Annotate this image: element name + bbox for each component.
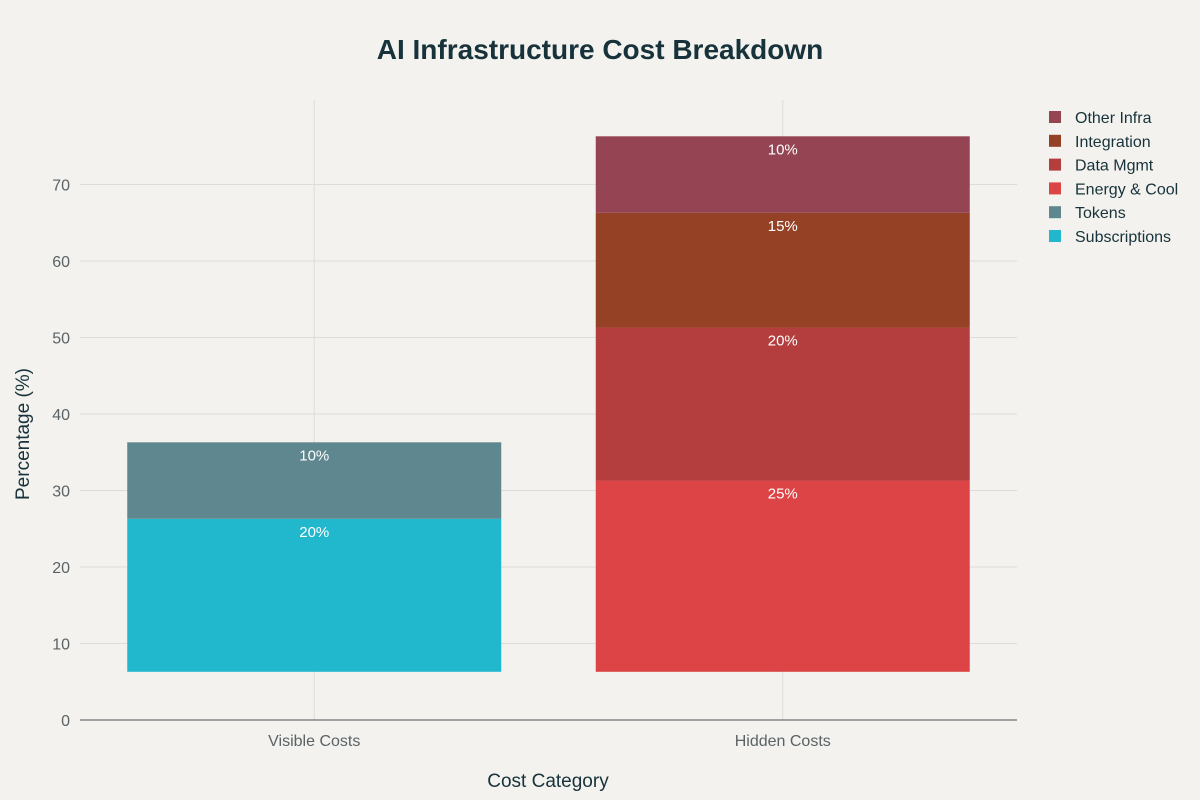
legend-item-label: Other Infra [1075,110,1152,127]
axes: 0 10 20 30 40 50 60 70 Visible Costs Hidden Costs [52,178,1017,750]
legend-swatch [1049,158,1061,171]
legend-item-label: Energy & Cool [1075,181,1178,198]
bar-data-label: 25% [768,486,798,503]
y-tick-label: 10 [52,637,70,654]
bar-data-label: 10% [299,447,329,464]
x-tick-label: Hidden Costs [735,733,831,750]
bar-segment [595,480,970,672]
bar-segment [595,212,970,328]
bar-data-label: 15% [768,218,798,235]
legend-swatch [1049,111,1061,123]
y-tick-label: 60 [52,254,70,271]
legend: Other Infra Integration Data Mgmt Energy & … [1049,110,1178,246]
legend-swatch [1049,182,1061,195]
bar-data-label: 20% [299,524,329,541]
legend-swatch [1049,134,1061,147]
x-axis-title: Cost Category [487,771,609,792]
bar-data-label: 10% [768,141,798,158]
bar-segment [127,518,502,672]
y-tick-label: 70 [52,178,70,195]
y-tick-label: 0 [61,713,70,730]
bar-data-label: 20% [768,333,798,350]
x-tick-label: Visible Costs [268,733,360,750]
chart-title: AI Infrastructure Cost Breakdown [377,34,824,65]
legend-item-label: Data Mgmt [1075,158,1154,175]
legend-item-label: Subscriptions [1075,229,1171,246]
y-tick-label: 30 [52,484,70,501]
y-tick-label: 50 [52,331,70,348]
bar-segment [595,327,970,481]
legend-swatch [1049,206,1061,219]
y-tick-label: 40 [52,407,70,424]
bars: 20% 10% 25% 20% 15% 10% [127,136,970,672]
y-tick-label: 20 [52,560,70,577]
bar-segment [595,136,970,213]
legend-item-label: Integration [1075,134,1151,151]
legend-item-label: Tokens [1075,205,1126,222]
bar-segment [127,442,502,519]
y-axis-title: Percentage (%) [13,368,34,500]
legend-swatch [1049,230,1061,242]
